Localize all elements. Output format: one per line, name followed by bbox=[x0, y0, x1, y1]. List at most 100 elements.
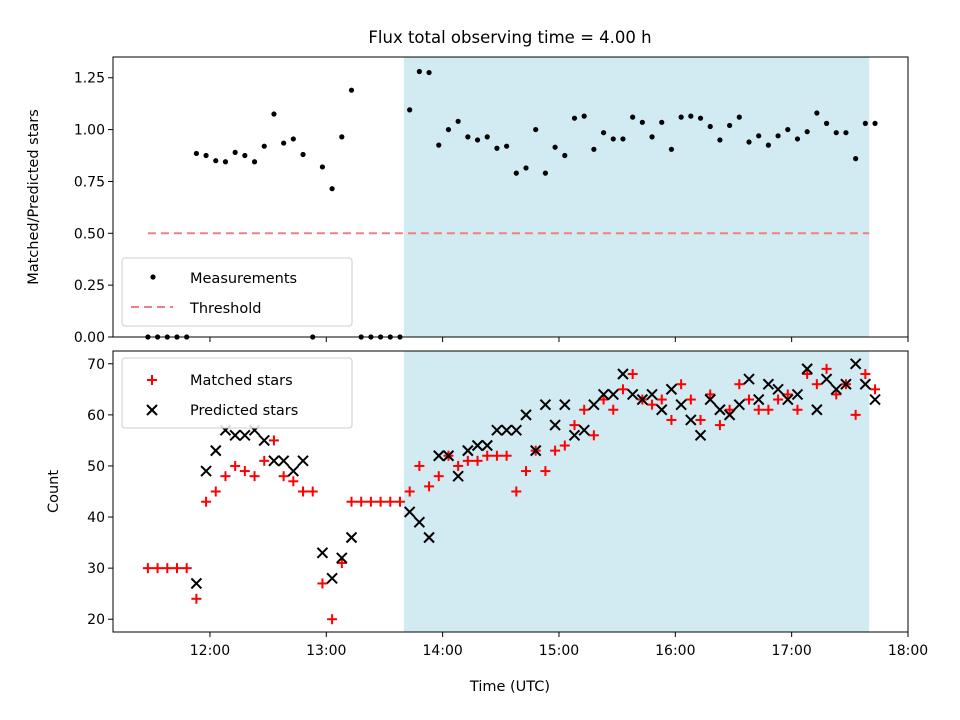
measurement-point bbox=[494, 145, 500, 151]
measurement-point bbox=[261, 143, 267, 149]
cross-stroke-b bbox=[539, 398, 552, 411]
matched-star-point bbox=[288, 476, 299, 487]
cross-stroke-b bbox=[491, 424, 503, 436]
measurement-point bbox=[678, 114, 684, 120]
predicted-star-point bbox=[268, 455, 280, 467]
measurement-point bbox=[610, 136, 616, 142]
cross-stroke-b bbox=[820, 373, 833, 385]
top-panel: 0.00 0.25 0.50 0.75 1.00 1.25 Matched/Predict… bbox=[26, 56, 909, 346]
cross-stroke-b bbox=[597, 388, 610, 401]
cross-stroke-b bbox=[733, 398, 746, 411]
measurement-point bbox=[688, 113, 694, 119]
cross-stroke-b bbox=[423, 531, 435, 544]
predicted-star-point bbox=[510, 424, 523, 436]
predicted-star-point bbox=[326, 572, 338, 585]
bottom-legend: Matched stars Predicted stars bbox=[121, 357, 353, 429]
cross-stroke-b bbox=[316, 547, 329, 559]
predicted-star-point bbox=[316, 547, 329, 559]
predicted-star-point bbox=[239, 429, 251, 442]
measurement-point bbox=[862, 120, 868, 126]
predicted-star-point bbox=[568, 429, 581, 442]
predicted-star-point bbox=[559, 398, 571, 411]
legend-predicted-marker bbox=[146, 404, 158, 416]
predicted-star-point bbox=[413, 516, 426, 528]
matched-star-point bbox=[811, 379, 822, 390]
measurement-point bbox=[639, 119, 645, 125]
predicted-star-point bbox=[656, 404, 668, 416]
predicted-star-point bbox=[229, 429, 241, 442]
matched-star-point bbox=[346, 496, 357, 507]
matched-star-point bbox=[870, 384, 881, 395]
measurement-point bbox=[814, 110, 820, 116]
predicted-stars-points bbox=[190, 358, 881, 590]
matched-star-point bbox=[356, 496, 367, 507]
predicted-star-point bbox=[704, 393, 716, 406]
matched-star-point bbox=[191, 593, 202, 604]
cross-stroke-b bbox=[462, 444, 474, 457]
x-tick-label: 17:00 bbox=[771, 643, 811, 659]
predicted-star-point bbox=[714, 404, 726, 416]
predicted-star-point bbox=[782, 393, 794, 406]
predicted-star-point bbox=[539, 398, 552, 411]
matched-stars-points bbox=[142, 363, 881, 625]
predicted-star-point bbox=[636, 393, 649, 406]
cross-stroke-b bbox=[704, 393, 716, 406]
matched-star-point bbox=[579, 404, 590, 415]
legend-measurements-marker bbox=[150, 274, 156, 280]
predicted-star-point bbox=[597, 388, 610, 401]
matched-star-point bbox=[821, 363, 832, 374]
measurement-point bbox=[697, 115, 704, 121]
measurement-point bbox=[329, 186, 335, 192]
matched-star-point bbox=[850, 409, 861, 420]
matched-star-point bbox=[860, 368, 871, 379]
matched-star-point bbox=[268, 435, 279, 446]
matched-star-point bbox=[462, 455, 473, 466]
bottom-panel: 20 30 40 50 60 70 12:00 13:00 14:00 15:00 16:00 17… bbox=[46, 350, 928, 695]
cross-stroke-b bbox=[190, 577, 203, 590]
matched-star-point bbox=[453, 460, 464, 471]
measurement-points bbox=[145, 68, 878, 340]
matched-star-point bbox=[327, 614, 338, 625]
matched-star-point bbox=[249, 471, 260, 482]
measurement-point bbox=[281, 140, 287, 146]
cross-stroke-b bbox=[791, 388, 804, 401]
bottom-y-axis-label: Count bbox=[46, 470, 62, 513]
matched-star-point bbox=[181, 563, 192, 574]
matched-star-point bbox=[714, 420, 725, 431]
matched-star-point bbox=[220, 471, 231, 482]
predicted-star-point bbox=[462, 444, 474, 457]
matched-star-point bbox=[210, 486, 221, 497]
matched-star-point bbox=[162, 563, 173, 574]
matched-star-point bbox=[540, 466, 551, 477]
cross-stroke-b bbox=[626, 388, 639, 401]
cross-stroke-b bbox=[500, 424, 513, 436]
measurement-point bbox=[474, 137, 481, 143]
measurement-point bbox=[232, 149, 238, 156]
matched-star-point bbox=[152, 563, 163, 574]
predicted-star-point bbox=[549, 419, 561, 431]
matched-star-point bbox=[404, 486, 415, 497]
measurement-point bbox=[775, 133, 781, 139]
measurement-point bbox=[571, 115, 578, 121]
predicted-star-point bbox=[578, 424, 590, 436]
predicted-star-point bbox=[869, 393, 881, 406]
cross-stroke-b bbox=[714, 404, 726, 416]
measurement-point bbox=[426, 69, 432, 76]
matched-star-point bbox=[501, 450, 512, 461]
predicted-star-point bbox=[210, 444, 222, 457]
cross-stroke-b bbox=[559, 398, 571, 411]
legend-matched-label: Matched stars bbox=[190, 373, 293, 389]
cross-stroke-b bbox=[656, 404, 668, 416]
cross-stroke-b bbox=[442, 450, 455, 462]
measurement-point bbox=[765, 142, 771, 148]
cross-stroke-b bbox=[452, 470, 464, 482]
predicted-star-point bbox=[733, 398, 746, 411]
matched-star-point bbox=[259, 455, 270, 466]
bottom-x-axis: 12:00 13:00 14:00 15:00 16:00 17:00 18:00 bbox=[190, 632, 928, 659]
cross-stroke-b bbox=[530, 444, 542, 457]
predicted-star-point bbox=[190, 577, 203, 590]
cross-stroke-b bbox=[772, 383, 784, 396]
matched-star-point bbox=[802, 368, 813, 379]
y-tick-label: 1.00 bbox=[74, 123, 105, 139]
predicted-star-point bbox=[258, 434, 270, 447]
